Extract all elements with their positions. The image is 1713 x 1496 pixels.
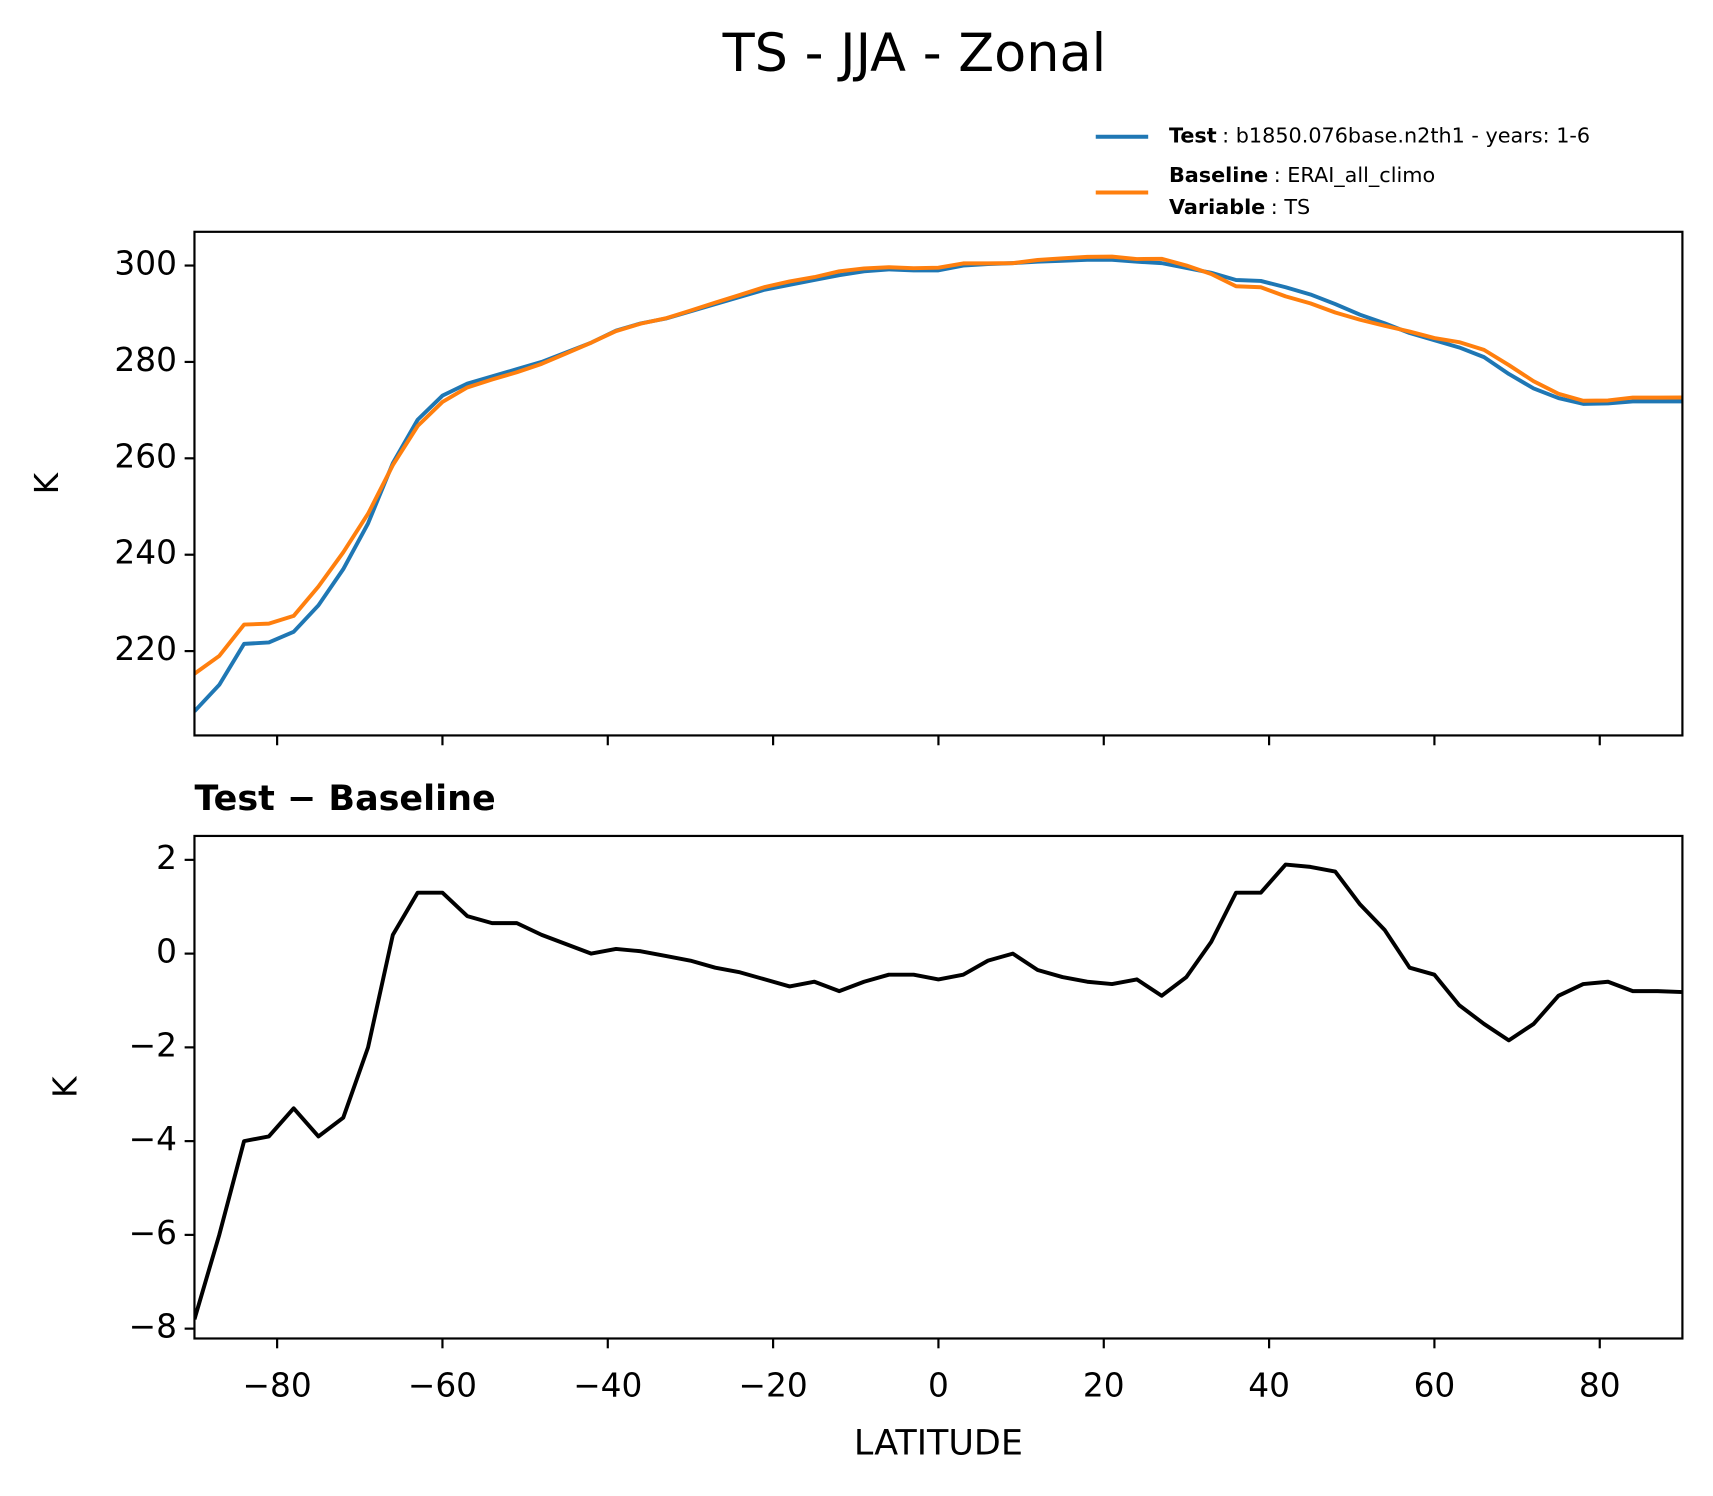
legend-name: Variable: [1169, 195, 1265, 219]
x-tick-label: 40: [1248, 1367, 1290, 1405]
figure-title: TS - JJA - Zonal: [722, 23, 1107, 84]
x-tick-label: −40: [573, 1367, 642, 1405]
x-tick-label: −20: [739, 1367, 808, 1405]
x-axis-label: LATITUDE: [854, 1423, 1023, 1463]
data-line: [194, 257, 1683, 713]
legend-label: Baseline: ERAI_all_climo: [1169, 163, 1435, 188]
y-axis-label: K: [28, 471, 66, 494]
axes-frame: [193, 230, 1684, 737]
legend-name: Test: [1169, 124, 1217, 148]
y-axis-label: K: [47, 1075, 85, 1098]
legend-label: Variable: TS: [1169, 195, 1310, 219]
y-tick-label: −4: [129, 1120, 177, 1158]
y-tick-label: −2: [129, 1026, 177, 1064]
data-line: [194, 862, 1683, 1320]
y-tick-label: 220: [114, 630, 177, 668]
y-tick-label: 2: [156, 839, 177, 877]
legend-description: : ERAI_all_climo: [1274, 163, 1435, 188]
data-line: [194, 254, 1683, 676]
y-tick-label: −8: [129, 1308, 177, 1346]
legend-name: Baseline: [1169, 163, 1268, 187]
x-tick-label: 80: [1579, 1367, 1621, 1405]
x-tick-label: 0: [928, 1367, 949, 1405]
y-tick-label: 240: [114, 534, 177, 572]
x-tick-label: −80: [243, 1367, 312, 1405]
y-tick-label: 0: [156, 933, 177, 971]
axes-frame: [193, 834, 1684, 1340]
legend-label: Test: b1850.076base.n2th1 - years: 1-6: [1169, 124, 1590, 148]
y-tick-label: 280: [114, 341, 177, 379]
axes-title: Test − Baseline: [194, 779, 495, 819]
y-tick-label: 260: [114, 437, 177, 475]
x-tick-label: −60: [408, 1367, 477, 1405]
x-tick-label: 20: [1083, 1367, 1125, 1405]
y-tick-label: 300: [114, 245, 177, 283]
legend-description: : b1850.076base.n2th1 - years: 1-6: [1222, 124, 1590, 148]
y-tick-label: −6: [129, 1214, 177, 1252]
legend-description: : TS: [1271, 195, 1310, 219]
x-tick-label: 60: [1414, 1367, 1456, 1405]
